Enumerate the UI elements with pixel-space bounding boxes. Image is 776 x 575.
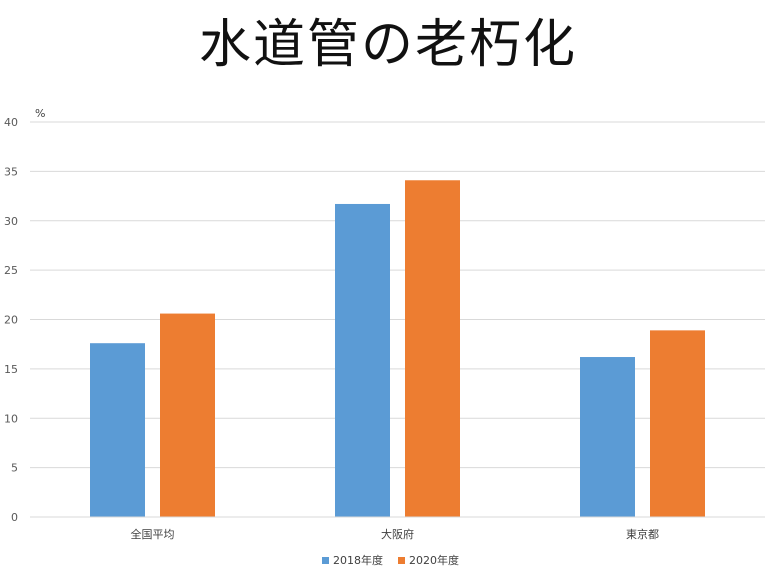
bar-1-3 bbox=[580, 357, 635, 517]
y-tick-label: 5 bbox=[11, 462, 18, 475]
y-tick-label: 35 bbox=[4, 165, 18, 178]
legend-swatch bbox=[398, 557, 405, 564]
bar-2-3 bbox=[650, 330, 705, 517]
bars bbox=[90, 180, 705, 517]
bar-2-1 bbox=[160, 313, 215, 517]
bar-1-1 bbox=[90, 343, 145, 517]
x-category-label: 大阪府 bbox=[381, 527, 414, 541]
y-axis-unit: % bbox=[35, 107, 45, 120]
x-axis-categories: 全国平均 大阪府 東京都 bbox=[131, 527, 660, 541]
y-tick-label: 0 bbox=[11, 511, 18, 524]
legend-label: 2018年度 bbox=[333, 553, 383, 567]
bar-1-2 bbox=[335, 203, 390, 517]
gridlines bbox=[30, 121, 765, 469]
y-tick-label: 15 bbox=[4, 363, 18, 376]
y-tick-label: 20 bbox=[4, 314, 18, 327]
x-category-label: 全国平均 bbox=[131, 527, 175, 541]
y-tick-label: 30 bbox=[4, 215, 18, 228]
legend-swatch bbox=[322, 557, 329, 564]
legend: 2018年度 2020年度 bbox=[322, 553, 459, 567]
y-tick-label: 25 bbox=[4, 264, 18, 277]
bar-2-2 bbox=[405, 180, 460, 517]
chart-title: 水道管の老朽化 bbox=[198, 15, 577, 75]
legend-label: 2020年度 bbox=[409, 553, 459, 567]
x-category-label: 東京都 bbox=[626, 527, 659, 541]
y-tick-label: 10 bbox=[4, 412, 18, 425]
y-axis-ticks: 0 5 10 15 20 25 30 35 40 bbox=[4, 116, 18, 524]
y-tick-label: 40 bbox=[4, 116, 18, 129]
